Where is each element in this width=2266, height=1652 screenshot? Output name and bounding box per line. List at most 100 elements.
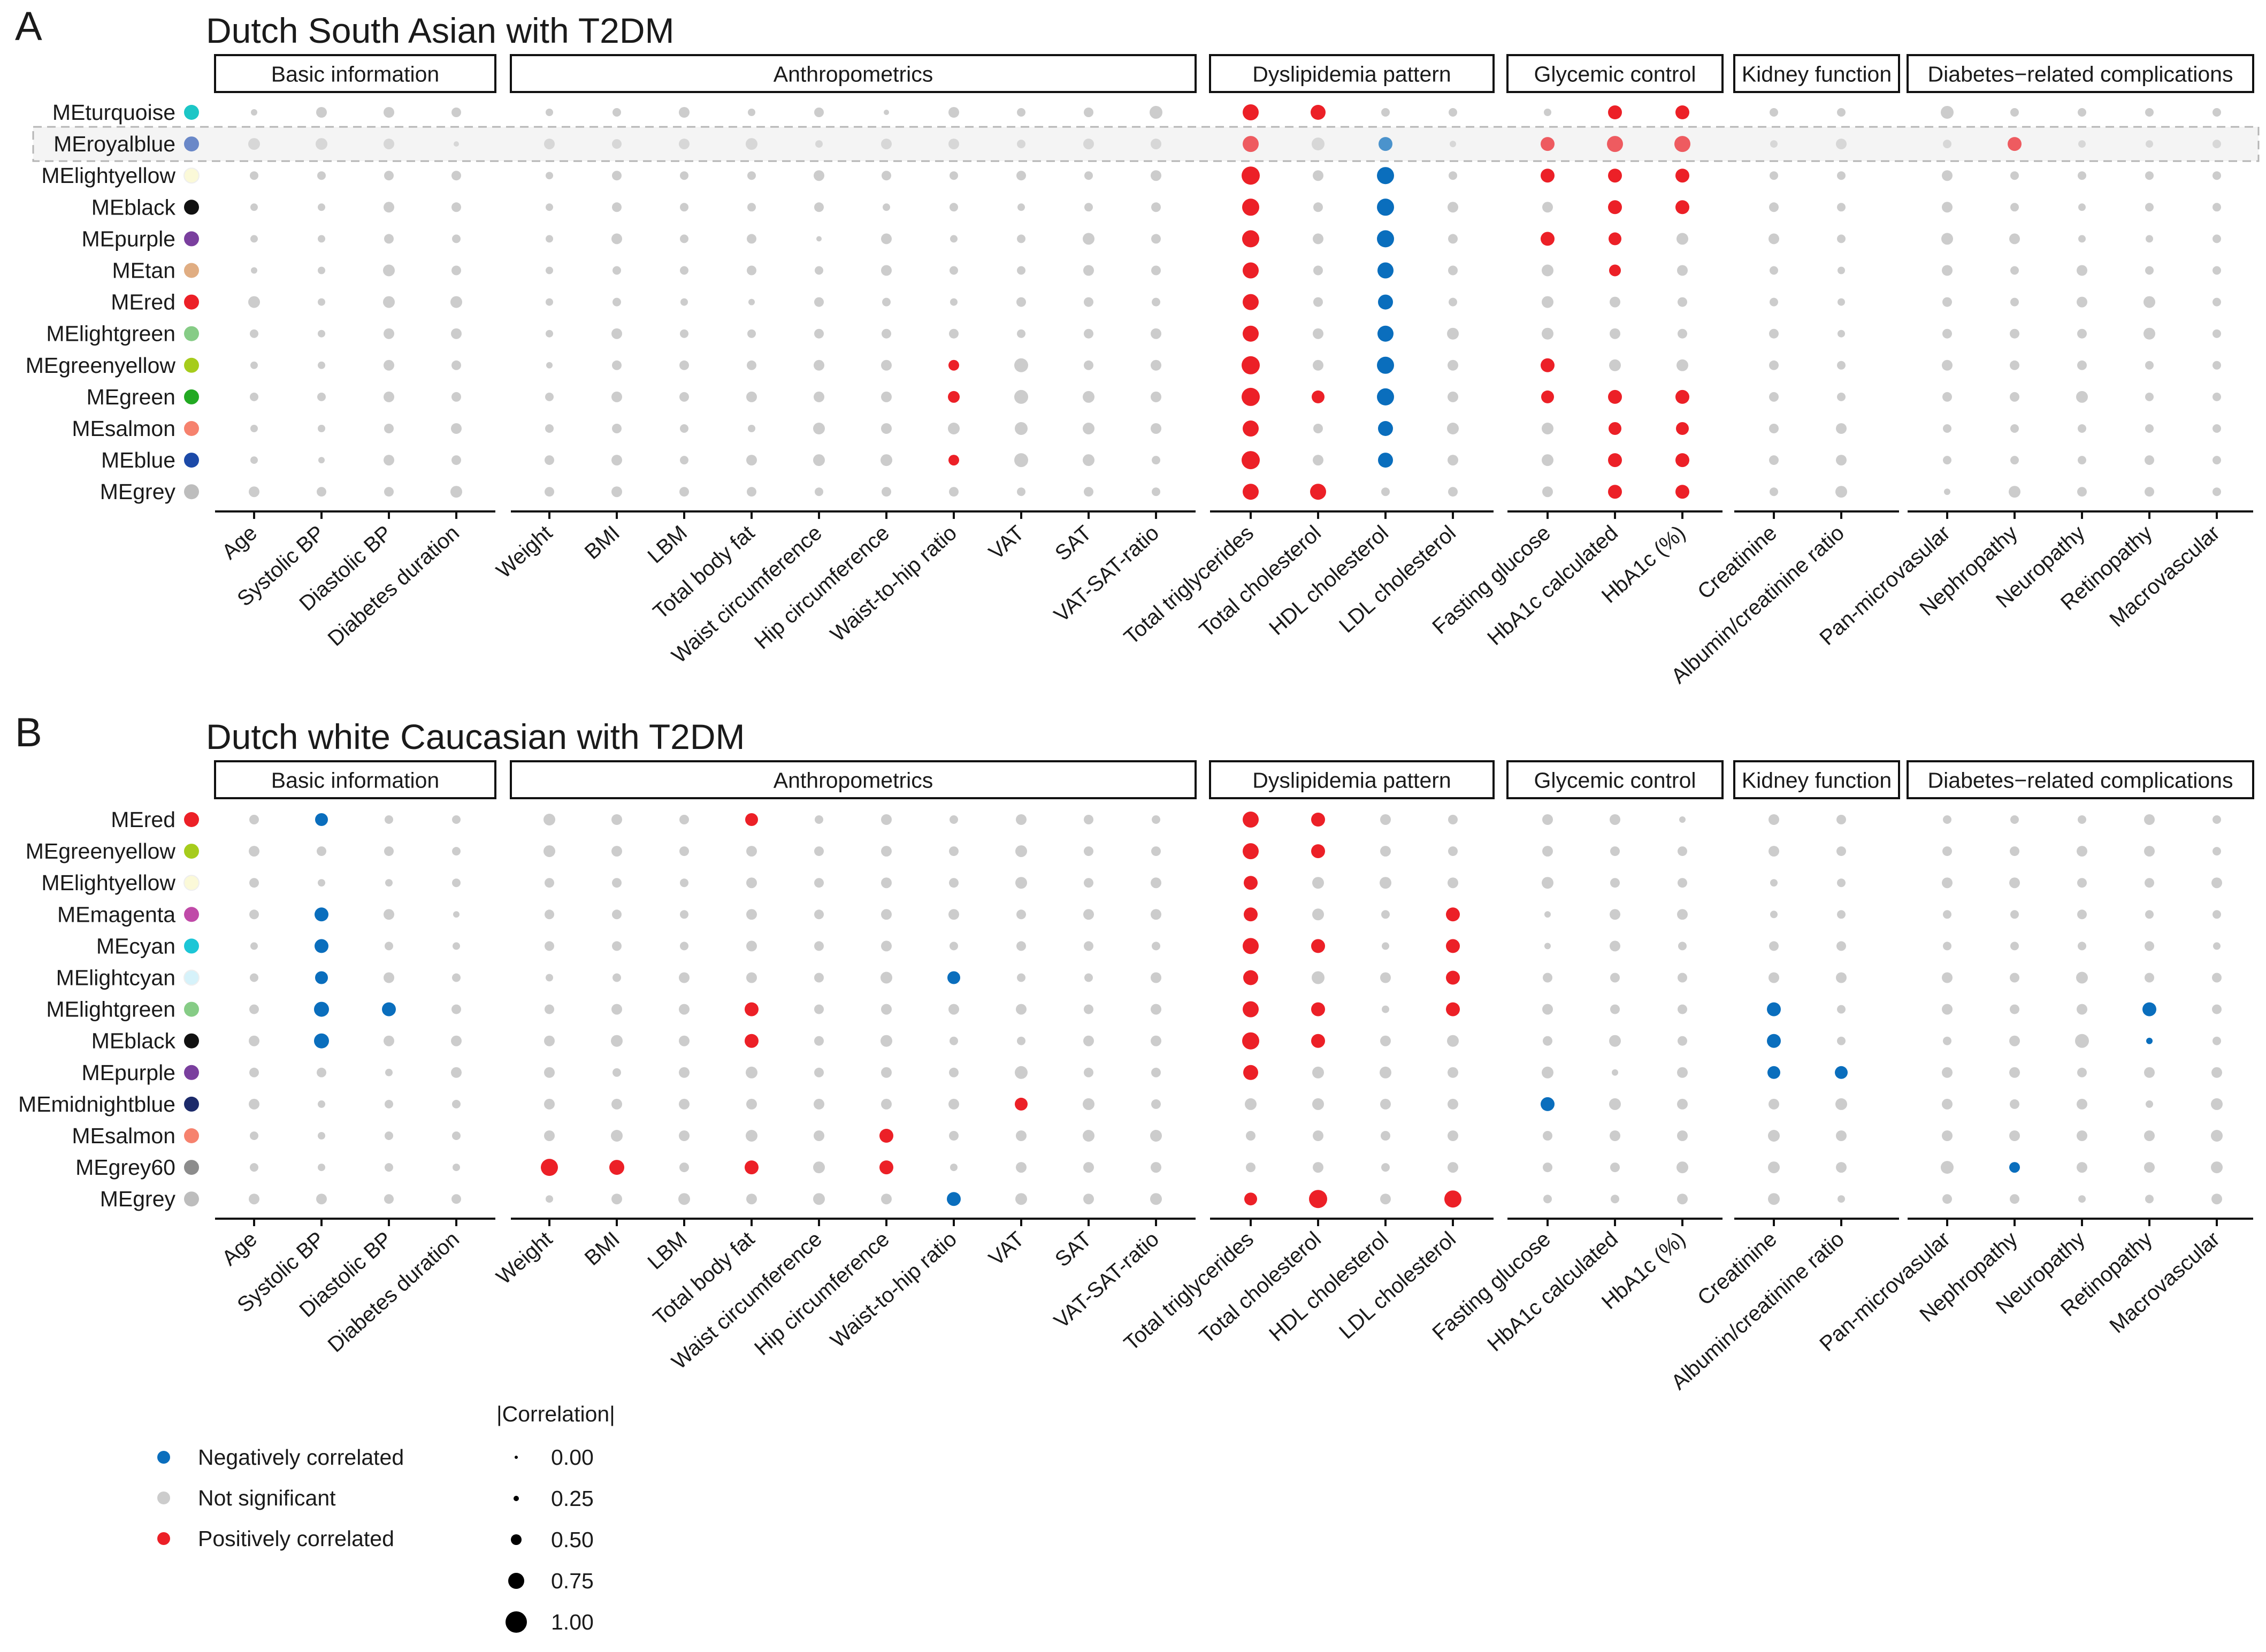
module-swatch bbox=[184, 1096, 199, 1112]
dot-negative bbox=[1378, 421, 1393, 436]
module-label: MEblack bbox=[91, 195, 176, 219]
dot-not-significant bbox=[950, 815, 958, 824]
dot-not-significant bbox=[1678, 846, 1687, 856]
dot-not-significant bbox=[545, 487, 554, 497]
dot-not-significant bbox=[611, 391, 622, 402]
dot-not-significant bbox=[814, 360, 824, 371]
group-strip bbox=[510, 760, 1197, 799]
dot-not-significant bbox=[1612, 1069, 1618, 1076]
dot-not-significant bbox=[2076, 972, 2088, 984]
dot-not-significant bbox=[1084, 973, 1093, 982]
dot-negative bbox=[315, 907, 328, 922]
dot-not-significant bbox=[1838, 298, 1845, 306]
module-label: MEmidnightblue bbox=[18, 1092, 175, 1116]
dot-not-significant bbox=[813, 1193, 825, 1205]
x-tick-label-waist-to-hip-ratio: Waist-to-hip ratio bbox=[826, 521, 961, 646]
dot-not-significant bbox=[316, 107, 327, 118]
dot-not-significant bbox=[2213, 234, 2221, 243]
dot-not-significant bbox=[1380, 814, 1391, 825]
dot-not-significant bbox=[452, 234, 461, 243]
dot-not-significant bbox=[2213, 140, 2221, 149]
dot-positive bbox=[1242, 1032, 1259, 1050]
dot-positive bbox=[879, 1160, 893, 1175]
dot-not-significant bbox=[814, 941, 824, 951]
dot-not-significant bbox=[1943, 815, 1951, 824]
dot-not-significant bbox=[1448, 1162, 1458, 1173]
dot-positive bbox=[609, 1160, 624, 1175]
dot-not-significant bbox=[2213, 942, 2221, 950]
module-label: MElightcyan bbox=[56, 966, 175, 990]
module-label: MEsalmon bbox=[72, 1123, 175, 1148]
dot-not-significant bbox=[544, 1130, 555, 1141]
dot-not-significant bbox=[679, 1162, 689, 1173]
dot-negative bbox=[2146, 1037, 2153, 1044]
dot-not-significant bbox=[249, 1004, 259, 1014]
dot-not-significant bbox=[1016, 1162, 1027, 1173]
dot-not-significant bbox=[1678, 1036, 1687, 1046]
dot-not-significant bbox=[1152, 487, 1160, 496]
dot-not-significant bbox=[746, 138, 757, 150]
group-label-diabetes-related-complications: Diabetes−related complications bbox=[1928, 768, 2233, 793]
dot-not-significant bbox=[1768, 1130, 1780, 1142]
dot-not-significant bbox=[883, 203, 890, 211]
dot-not-significant bbox=[1084, 171, 1093, 180]
dot-not-significant bbox=[2213, 203, 2221, 212]
dot-positive bbox=[1608, 169, 1622, 183]
module-swatch bbox=[184, 938, 199, 954]
dot-not-significant bbox=[1943, 910, 1951, 919]
module-swatch bbox=[184, 421, 199, 436]
dot-not-significant bbox=[1380, 1066, 1391, 1079]
dot-not-significant bbox=[1380, 1098, 1391, 1110]
dot-not-significant bbox=[1448, 265, 1458, 276]
dot-not-significant bbox=[680, 878, 688, 888]
dot-not-significant bbox=[1769, 814, 1779, 825]
dot-not-significant bbox=[679, 1035, 690, 1046]
dot-not-significant bbox=[746, 846, 757, 857]
dot-not-significant bbox=[1770, 171, 1778, 180]
dot-not-significant bbox=[2010, 1194, 2019, 1204]
module-swatch bbox=[184, 263, 199, 278]
dot-not-significant bbox=[546, 109, 553, 116]
dot-not-significant bbox=[248, 296, 260, 308]
dot-not-significant bbox=[1448, 202, 1458, 213]
dot-not-significant bbox=[747, 171, 756, 180]
x-tick-label-hdl-cholesterol: HDL cholesterol bbox=[1265, 1227, 1393, 1346]
module-swatch bbox=[184, 105, 199, 120]
dot-not-significant bbox=[249, 878, 259, 888]
dot-not-significant bbox=[1610, 846, 1620, 856]
dot-negative bbox=[1377, 325, 1394, 342]
dot-not-significant bbox=[2213, 815, 2221, 824]
x-tick-label-lbm: LBM bbox=[643, 1227, 692, 1274]
group-strip bbox=[1907, 54, 2254, 93]
group-strip bbox=[510, 54, 1197, 93]
dot-positive bbox=[1608, 200, 1622, 215]
dot-not-significant bbox=[679, 815, 689, 824]
dot-not-significant bbox=[545, 392, 554, 401]
dot-not-significant bbox=[384, 202, 394, 213]
dot-not-significant bbox=[748, 299, 755, 305]
dot-not-significant bbox=[2010, 108, 2019, 117]
dot-not-significant bbox=[249, 846, 259, 857]
dot-not-significant bbox=[454, 141, 459, 147]
dot-not-significant bbox=[2077, 1162, 2087, 1173]
dot-not-significant bbox=[2010, 910, 2019, 919]
dot-not-significant bbox=[2146, 1100, 2153, 1108]
dot-not-significant bbox=[814, 909, 824, 920]
dot-not-significant bbox=[1313, 1162, 1323, 1173]
dot-not-significant bbox=[451, 202, 461, 212]
dot-not-significant bbox=[1017, 108, 1025, 117]
dot-not-significant bbox=[1838, 1195, 1845, 1203]
x-tick-label-total-cholesterol: Total cholesterol bbox=[1195, 1227, 1326, 1348]
group-strip bbox=[1907, 760, 2254, 799]
dot-not-significant bbox=[950, 235, 958, 243]
dot-not-significant bbox=[2145, 392, 2154, 401]
module-swatch bbox=[184, 1001, 199, 1017]
module-label: MElightgreen bbox=[46, 322, 175, 346]
dot-not-significant bbox=[2010, 1099, 2019, 1109]
dot-not-significant bbox=[1610, 973, 1620, 983]
dot-not-significant bbox=[2211, 1098, 2223, 1110]
dot-negative bbox=[1378, 294, 1393, 310]
dot-not-significant bbox=[384, 1035, 394, 1046]
dot-not-significant bbox=[1448, 1067, 1458, 1078]
dot-not-significant bbox=[1835, 486, 1847, 498]
